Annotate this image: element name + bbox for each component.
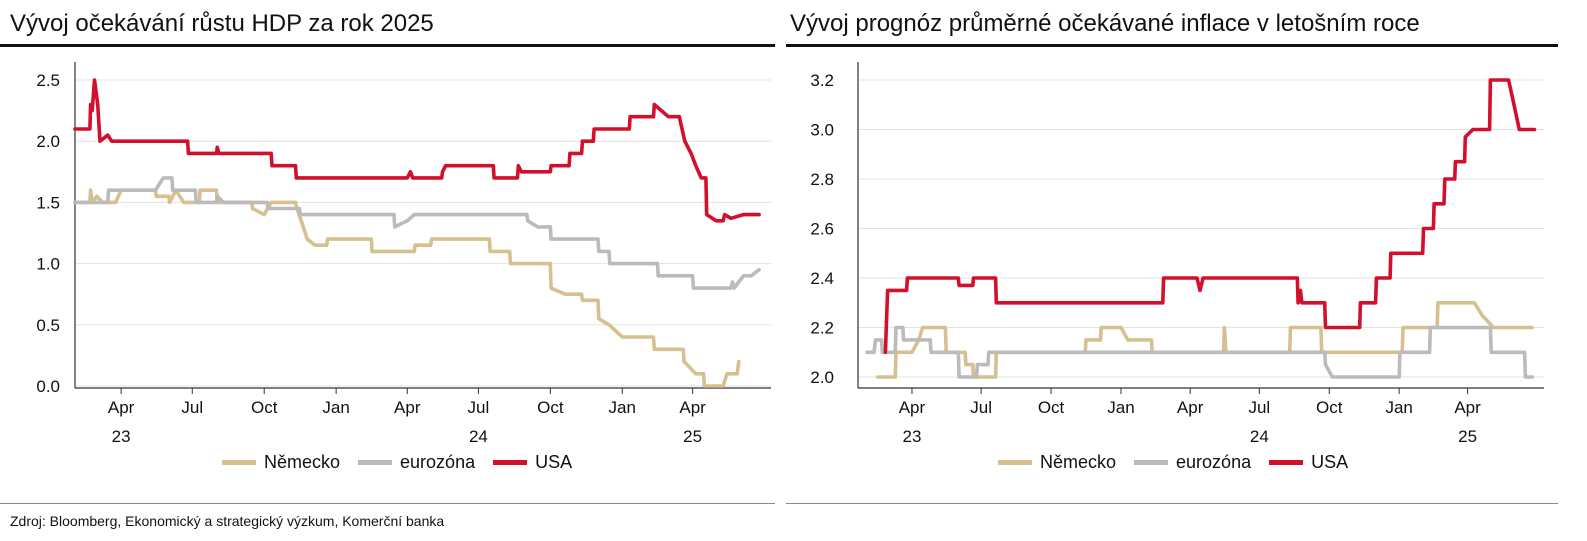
legend-item-germany: Německo — [222, 452, 340, 473]
x-tick-label: Apr — [679, 398, 706, 417]
title-rule — [786, 44, 1558, 47]
chart-legend: Německo eurozóna USA — [998, 452, 1348, 473]
series-line-usa — [883, 78, 1537, 355]
source-note: Zdroj: Bloomberg, Ekonomický a strategic… — [10, 513, 445, 529]
legend-item-usa: USA — [1269, 452, 1348, 473]
x-tick-label: Jan — [322, 398, 349, 417]
x-tick-label: Oct — [1038, 398, 1065, 417]
x-tick-label: Jul — [1248, 398, 1270, 417]
x-tick-label: Jul — [970, 398, 992, 417]
chart-title: Vývoj očekávání růstu HDP za rok 2025 — [10, 10, 434, 37]
x-tick-label: Apr — [899, 398, 926, 417]
y-tick-label: 2.0 — [36, 132, 60, 151]
legend-label-eurozone: eurozóna — [400, 452, 476, 472]
legend-label-usa: USA — [535, 452, 573, 472]
x-year-label: 23 — [903, 427, 922, 446]
legend-swatch-germany — [222, 460, 256, 465]
x-tick-label: Jan — [1107, 398, 1134, 417]
y-tick-label: 2.8 — [810, 170, 834, 189]
x-tick-label: Oct — [537, 398, 564, 417]
series-line-eurozone — [865, 325, 1534, 379]
legend-item-germany: Německo — [998, 452, 1116, 473]
legend-label-usa: USA — [1311, 452, 1349, 472]
x-tick-label: Jul — [181, 398, 203, 417]
y-tick-label: 3.0 — [810, 121, 834, 140]
series-line-germany — [876, 301, 1534, 379]
y-tick-label: 1.5 — [36, 193, 60, 212]
x-tick-label: Apr — [1177, 398, 1204, 417]
y-tick-label: 2.5 — [36, 71, 60, 90]
x-tick-label: Oct — [1316, 398, 1343, 417]
y-tick-label: 1.0 — [36, 255, 60, 274]
x-year-label: 24 — [1250, 427, 1269, 446]
title-rule — [0, 44, 775, 47]
footer-divider — [0, 503, 775, 504]
y-tick-label: 3.2 — [810, 71, 834, 90]
legend-swatch-germany — [998, 460, 1032, 465]
x-year-label: 23 — [112, 427, 131, 446]
x-year-label: 24 — [469, 427, 488, 446]
x-tick-label: Apr — [1454, 398, 1481, 417]
y-tick-label: 2.4 — [810, 269, 834, 288]
y-tick-label: 0.5 — [36, 316, 60, 335]
legend-swatch-usa — [1269, 460, 1304, 465]
legend-item-eurozone: eurozóna — [1134, 452, 1251, 473]
x-tick-label: Jan — [609, 398, 636, 417]
legend-swatch-eurozone — [358, 460, 393, 465]
x-year-label: 25 — [1458, 427, 1477, 446]
x-tick-label: Apr — [394, 398, 421, 417]
y-tick-label: 2.6 — [810, 220, 834, 239]
x-tick-label: Apr — [108, 398, 135, 417]
x-tick-label: Oct — [251, 398, 278, 417]
inflation-chart-plot: 2.0 2.2 2.4 2.6 2.8 3.0 3.2 Apr 23 Jul Oct Jan Apr Ju… — [810, 62, 1544, 446]
legend-item-eurozone: eurozóna — [358, 452, 475, 473]
y-tick-label: 2.2 — [810, 319, 834, 338]
chart-title: Vývoj prognóz průměrné očekávané inflace… — [790, 10, 1420, 37]
x-year-label: 25 — [683, 427, 702, 446]
chart-legend: Německo eurozóna USA — [222, 452, 572, 473]
legend-item-usa: USA — [493, 452, 572, 473]
legend-swatch-eurozone — [1134, 460, 1169, 465]
series-line-germany — [73, 188, 741, 388]
x-tick-label: Jan — [1385, 398, 1412, 417]
legend-label-eurozone: eurozóna — [1176, 452, 1252, 472]
legend-label-germany: Německo — [1040, 452, 1117, 472]
gdp-chart-plot: 0.0 0.5 1.0 1.5 2.0 2.5 Apr 23 Jul Oct Jan Apr Jul 24… — [36, 62, 771, 446]
legend-swatch-usa — [493, 460, 528, 465]
y-tick-label: 2.0 — [810, 368, 834, 387]
series-line-eurozone — [73, 176, 761, 290]
y-tick-label: 0.0 — [36, 377, 60, 396]
footer-divider — [786, 503, 1558, 504]
series-line-usa — [73, 78, 761, 223]
legend-label-germany: Německo — [264, 452, 341, 472]
x-tick-label: Jul — [468, 398, 490, 417]
